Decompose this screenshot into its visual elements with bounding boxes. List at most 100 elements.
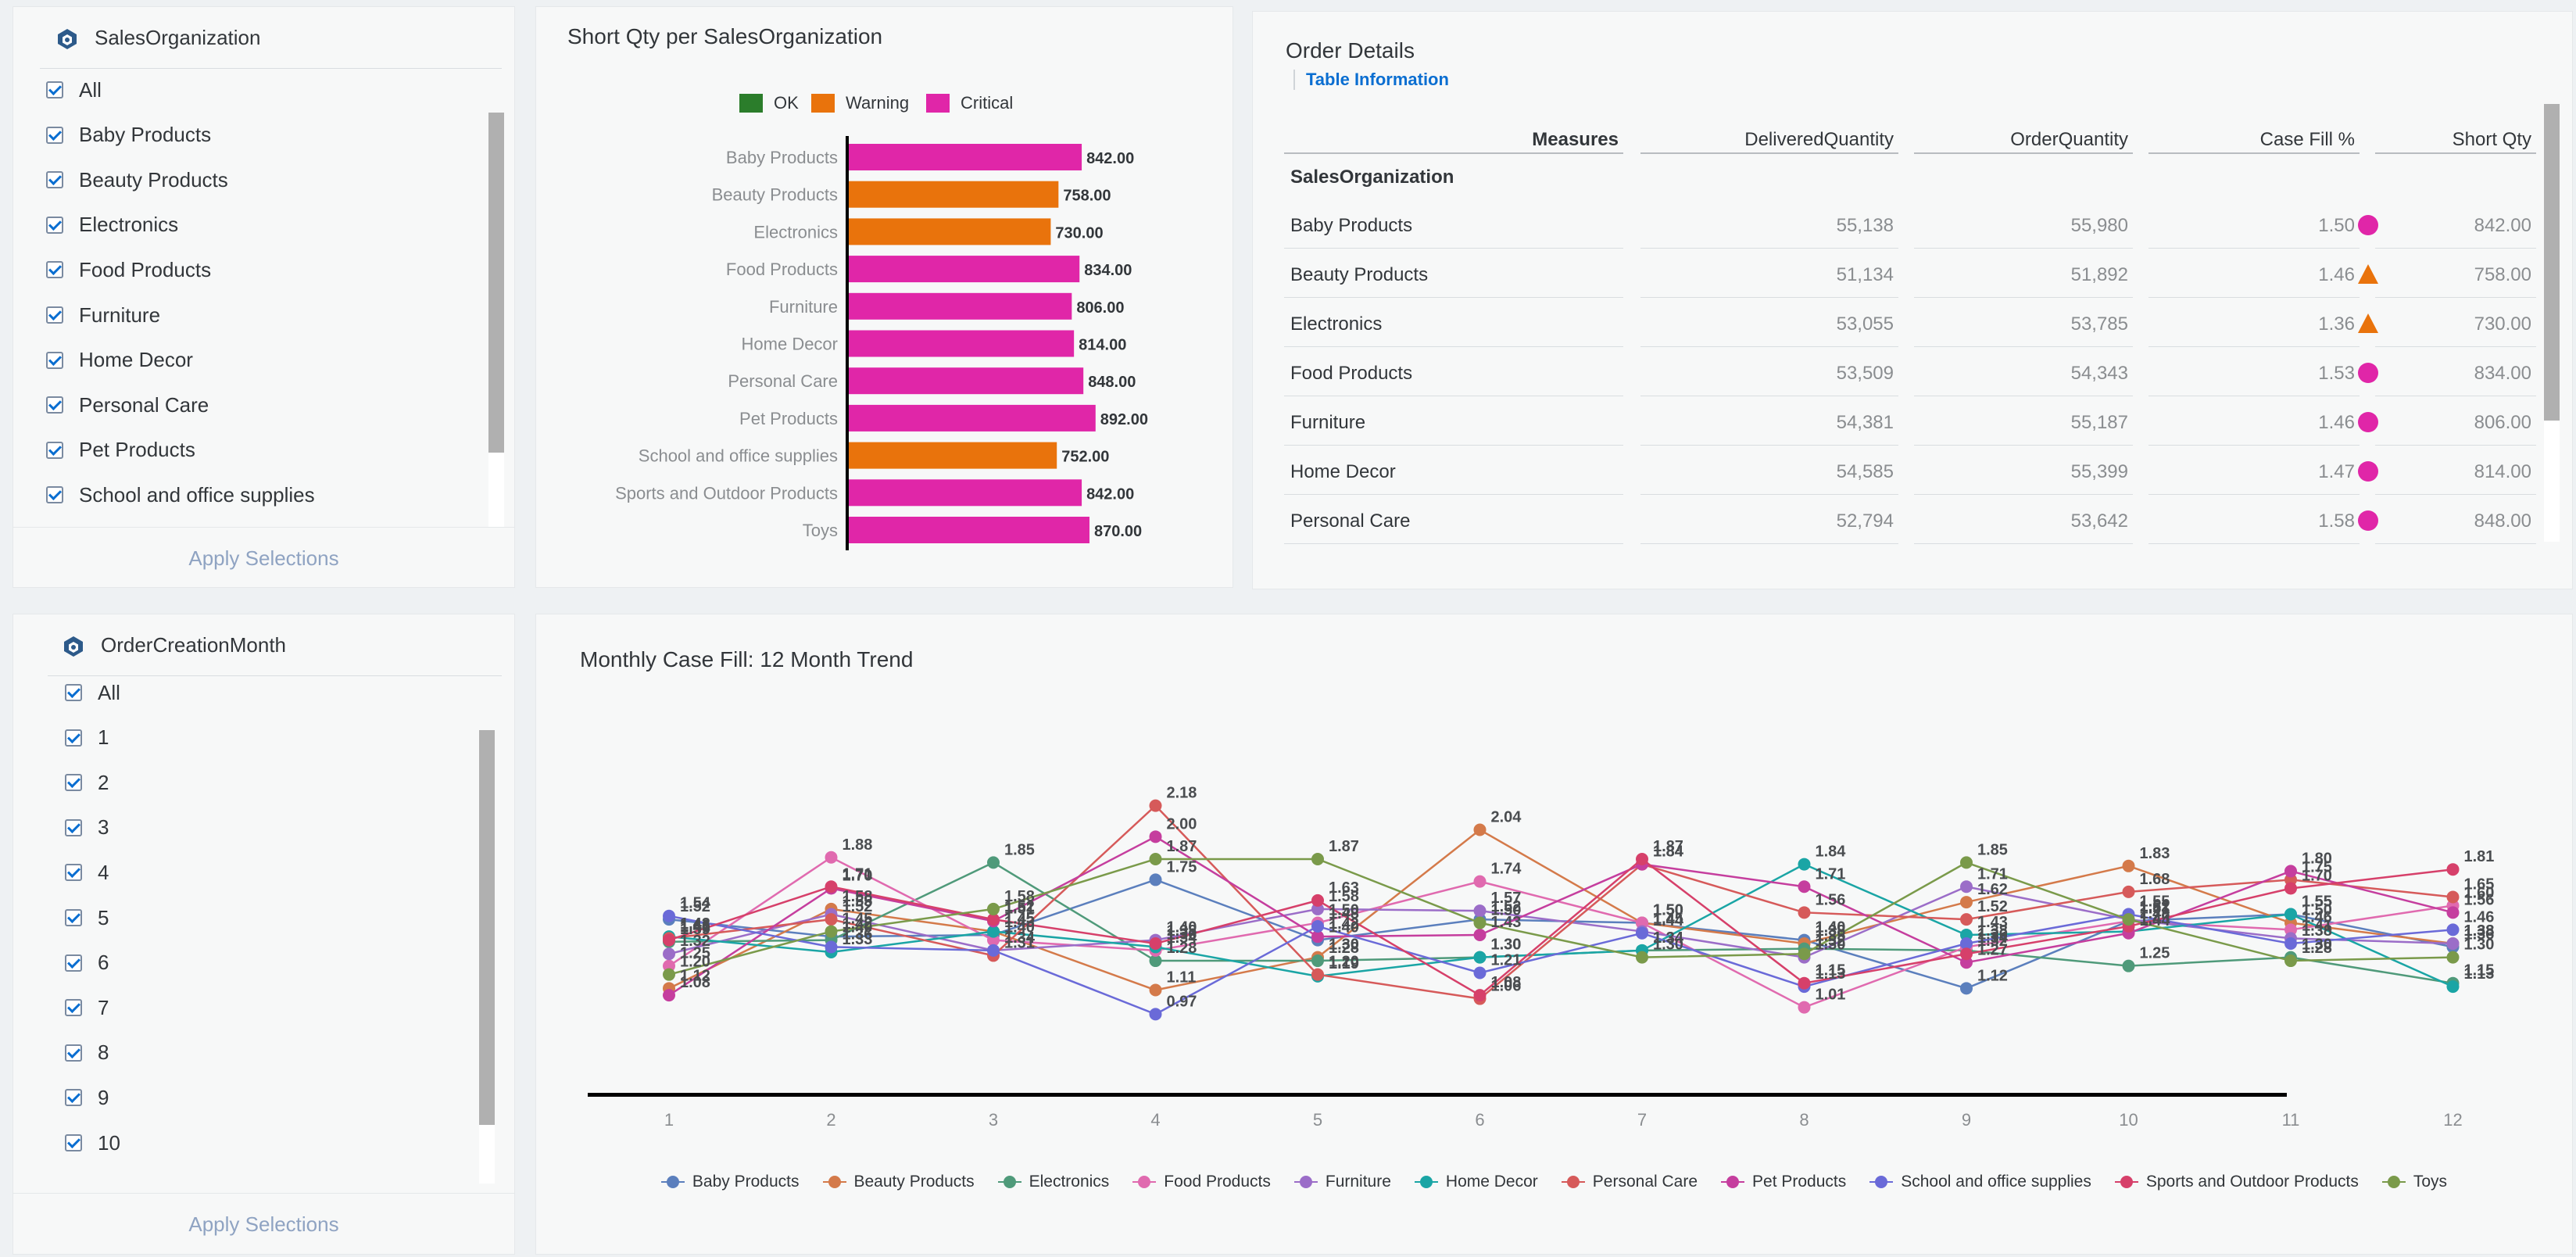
legend-beauty-products[interactable]: Beauty Products: [822, 1166, 975, 1198]
data-point[interactable]: [1311, 852, 1324, 865]
data-point[interactable]: [1149, 799, 1162, 812]
data-point[interactable]: [1311, 930, 1324, 944]
filter-item-3[interactable]: 3: [65, 812, 109, 843]
legend-home-decor[interactable]: Home Decor: [1414, 1166, 1538, 1198]
data-point[interactable]: [1798, 1001, 1811, 1014]
legend-furniture[interactable]: Furniture: [1293, 1166, 1391, 1198]
data-point[interactable]: [663, 968, 675, 981]
data-point[interactable]: [2122, 913, 2135, 926]
data-point[interactable]: [663, 959, 675, 972]
data-point[interactable]: [2446, 937, 2460, 950]
bar-food-products[interactable]: [849, 256, 1080, 283]
data-point[interactable]: [1636, 951, 1648, 964]
checkbox[interactable]: [46, 351, 63, 369]
filter-item-home-decor[interactable]: Home Decor: [46, 345, 193, 376]
column-header-deliveredquantity[interactable]: DeliveredQuantity: [1744, 129, 1894, 150]
data-point[interactable]: [1311, 954, 1324, 968]
data-point[interactable]: [987, 902, 1000, 915]
data-point[interactable]: [1149, 937, 1162, 950]
data-point[interactable]: [825, 880, 838, 894]
data-point[interactable]: [1473, 823, 1487, 836]
filter-item-all[interactable]: All: [65, 677, 120, 708]
data-point[interactable]: [2446, 863, 2460, 876]
data-point[interactable]: [1960, 956, 1973, 969]
bar-sports-and-outdoor-products[interactable]: [849, 479, 1082, 507]
bar-school-and-office-supplies[interactable]: [849, 442, 1057, 469]
bar-baby-products[interactable]: [849, 144, 1082, 170]
data-point[interactable]: [1798, 880, 1811, 894]
bar-beauty-products[interactable]: [849, 181, 1059, 208]
column-header-orderquantity[interactable]: OrderQuantity: [2010, 129, 2128, 150]
data-point[interactable]: [1473, 989, 1487, 1002]
data-point[interactable]: [825, 851, 838, 864]
data-point[interactable]: [1636, 926, 1648, 940]
legend-electronics[interactable]: Electronics: [997, 1166, 1109, 1198]
checkbox[interactable]: [65, 1044, 82, 1062]
data-point[interactable]: [2284, 923, 2297, 936]
filter-item-2[interactable]: 2: [65, 767, 109, 798]
checkbox[interactable]: [46, 126, 63, 144]
data-point[interactable]: [1149, 954, 1162, 968]
data-point[interactable]: [1473, 928, 1487, 941]
data-point[interactable]: [987, 913, 1000, 926]
data-point[interactable]: [2122, 885, 2135, 898]
checkbox[interactable]: [46, 306, 63, 324]
bar-toys[interactable]: [849, 517, 1089, 543]
data-point[interactable]: [1149, 873, 1162, 886]
bar-personal-care[interactable]: [849, 367, 1084, 395]
data-point[interactable]: [2446, 890, 2460, 904]
filter-item-7[interactable]: 7: [65, 992, 109, 1023]
filter-item-beauty-products[interactable]: Beauty Products: [46, 164, 228, 195]
legend-baby-products[interactable]: Baby Products: [660, 1166, 800, 1198]
checkbox[interactable]: [65, 818, 82, 836]
filter-item-food-products[interactable]: Food Products: [46, 254, 211, 285]
data-point[interactable]: [1960, 896, 1973, 909]
checkbox[interactable]: [65, 999, 82, 1017]
data-point[interactable]: [1149, 830, 1162, 843]
data-point[interactable]: [987, 925, 1000, 938]
data-point[interactable]: [2446, 923, 2460, 936]
data-point[interactable]: [987, 933, 1000, 947]
legend-toys[interactable]: Toys: [2381, 1166, 2447, 1198]
data-point[interactable]: [1798, 858, 1811, 871]
filter-item-personal-care[interactable]: Personal Care: [46, 389, 209, 421]
data-point[interactable]: [1960, 880, 1973, 894]
bar-pet-products[interactable]: [849, 404, 1096, 432]
data-point[interactable]: [1473, 904, 1487, 918]
data-point[interactable]: [825, 940, 838, 954]
scrollbar-thumb[interactable]: [488, 113, 504, 453]
scrollbar[interactable]: [488, 113, 504, 527]
checkbox[interactable]: [65, 864, 82, 882]
data-point[interactable]: [1311, 902, 1324, 915]
filter-item-furniture[interactable]: Furniture: [46, 299, 160, 331]
table-scrollbar[interactable]: [2544, 104, 2560, 542]
data-point[interactable]: [663, 933, 675, 947]
filter-item-pet-products[interactable]: Pet Products: [46, 435, 195, 466]
data-point[interactable]: [1311, 894, 1324, 907]
checkbox[interactable]: [46, 216, 63, 234]
data-point[interactable]: [987, 944, 1000, 957]
checkbox[interactable]: [46, 396, 63, 414]
checkbox[interactable]: [65, 1089, 82, 1107]
filter-item-5[interactable]: 5: [65, 902, 109, 933]
data-point[interactable]: [1636, 916, 1648, 929]
checkbox[interactable]: [65, 729, 82, 747]
filter-item-10[interactable]: 10: [65, 1127, 120, 1159]
filter-item-all[interactable]: All: [46, 74, 102, 106]
data-point[interactable]: [1149, 983, 1162, 997]
checkbox[interactable]: [46, 441, 63, 459]
bar-home-decor[interactable]: [849, 330, 1075, 357]
data-point[interactable]: [1149, 852, 1162, 865]
data-point[interactable]: [1960, 856, 1973, 869]
data-point[interactable]: [663, 909, 675, 922]
scrollbar-thumb[interactable]: [2544, 104, 2560, 421]
checkbox[interactable]: [46, 486, 63, 504]
data-point[interactable]: [987, 856, 1000, 869]
filter-item-baby-products[interactable]: Baby Products: [46, 120, 211, 151]
column-header-case-fill[interactable]: Case Fill %: [2259, 129, 2355, 150]
data-point[interactable]: [1960, 947, 1973, 961]
checkbox[interactable]: [65, 774, 82, 792]
data-point[interactable]: [1311, 968, 1324, 981]
data-point[interactable]: [825, 913, 838, 926]
data-point[interactable]: [1636, 852, 1648, 865]
